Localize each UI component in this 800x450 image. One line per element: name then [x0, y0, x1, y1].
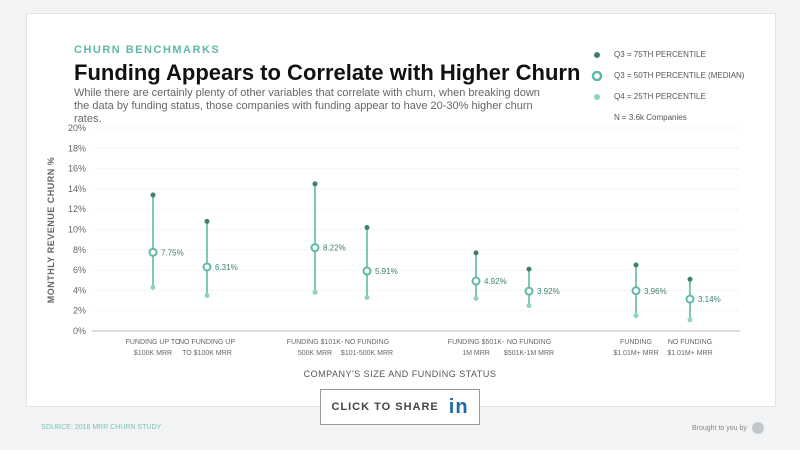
y-tick-label: 14%: [68, 184, 86, 194]
y-tick-label: 16%: [68, 164, 86, 174]
median-point: [362, 266, 372, 276]
median-point: [202, 262, 212, 272]
x-tick-label: FUNDING $501K-: [448, 339, 505, 346]
median-label: 8.22%: [323, 244, 346, 253]
y-tick-label: 4%: [73, 285, 86, 295]
linkedin-icon: in: [448, 395, 469, 418]
median-label: 3.96%: [644, 287, 667, 296]
sample-size-note: N = 3.6k Companies: [614, 113, 687, 122]
x-tick-label: FUNDING $101K-: [287, 339, 344, 346]
median-point: [148, 247, 158, 257]
p25-point: [687, 317, 693, 323]
share-button[interactable]: CLICK TO SHARE in: [320, 389, 480, 425]
y-tick-label: 18%: [68, 143, 86, 153]
x-tick-label: $501K-1M MRR: [504, 350, 554, 357]
page-title: Funding Appears to Correlate with Higher…: [74, 60, 581, 85]
x-tick-label: TO $100K MRR: [182, 350, 232, 357]
y-tick-label: 6%: [73, 265, 86, 275]
y-tick-label: 2%: [73, 306, 86, 316]
median-point: [471, 276, 481, 286]
median-point: [524, 286, 534, 296]
x-tick-label: NO FUNDING: [507, 339, 551, 346]
p75-point: [364, 224, 370, 230]
source-note: SOURCE: 2018 MRR CHURN STUDY: [41, 424, 162, 431]
p75-point: [312, 181, 318, 187]
chart-card: [26, 13, 776, 407]
legend-item-p75: Q3 = 75TH PERCENTILE: [590, 44, 744, 65]
median-label: 7.75%: [161, 248, 184, 257]
p25-point: [633, 313, 639, 319]
p25-point: [526, 303, 532, 309]
x-tick-label: 500K MRR: [298, 350, 332, 357]
median-point: [685, 294, 695, 304]
x-axis-label: COMPANY'S SIZE AND FUNDING STATUS: [304, 369, 497, 379]
y-tick-label: 10%: [68, 225, 86, 235]
eyebrow: CHURN BENCHMARKS: [74, 44, 221, 56]
p75-point: [473, 250, 479, 256]
median-label: 5.91%: [375, 267, 398, 276]
p75-point: [526, 266, 532, 272]
p25-point: [364, 295, 370, 301]
brand-logo-icon[interactable]: [751, 422, 764, 434]
brought-by: Brought to you by: [692, 422, 764, 434]
y-tick-label: 8%: [73, 245, 86, 255]
x-tick-label: FUNDING UP TO: [126, 339, 181, 346]
x-tick-label: NO FUNDING UP: [179, 339, 235, 346]
y-axis-label: MONTHLY REVENUE CHURN %: [46, 157, 56, 304]
x-tick-label: 1M MRR: [462, 350, 490, 357]
median-point: [631, 286, 641, 296]
x-tick-label: FUNDING: [620, 339, 652, 346]
legend: Q3 = 75TH PERCENTILE Q3 = 50TH PERCENTIL…: [590, 44, 744, 128]
y-tick-label: 20%: [68, 123, 86, 133]
y-tick-label: 0%: [73, 326, 86, 336]
p25-point: [473, 296, 479, 302]
x-tick-label: $101-500K MRR: [341, 350, 393, 357]
p25-point: [150, 284, 156, 290]
subtitle: While there are certainly plenty of othe…: [74, 87, 540, 125]
x-tick-label: $1.01M+ MRR: [667, 350, 712, 357]
x-tick-label: $1.01M+ MRR: [613, 350, 658, 357]
p25-point: [204, 292, 210, 298]
p75-point: [687, 276, 693, 282]
legend-item-median: Q3 = 50TH PERCENTILE (MEDIAN): [590, 65, 744, 86]
median-label: 3.92%: [537, 287, 560, 296]
median-point: [310, 243, 320, 253]
p75-point: [633, 262, 639, 268]
median-label: 4.92%: [484, 277, 507, 286]
legend-item-p25: Q4 = 25TH PERCENTILE: [590, 86, 744, 107]
x-tick-label: NO FUNDING: [345, 339, 389, 346]
x-tick-label: NO FUNDING: [668, 339, 712, 346]
p75-point: [204, 218, 210, 224]
x-tick-label: $100K MRR: [134, 350, 172, 357]
median-label: 6.31%: [215, 263, 238, 272]
median-label: 3.14%: [698, 295, 721, 304]
y-tick-label: 12%: [68, 204, 86, 214]
p75-point: [150, 192, 156, 198]
p25-point: [312, 289, 318, 295]
